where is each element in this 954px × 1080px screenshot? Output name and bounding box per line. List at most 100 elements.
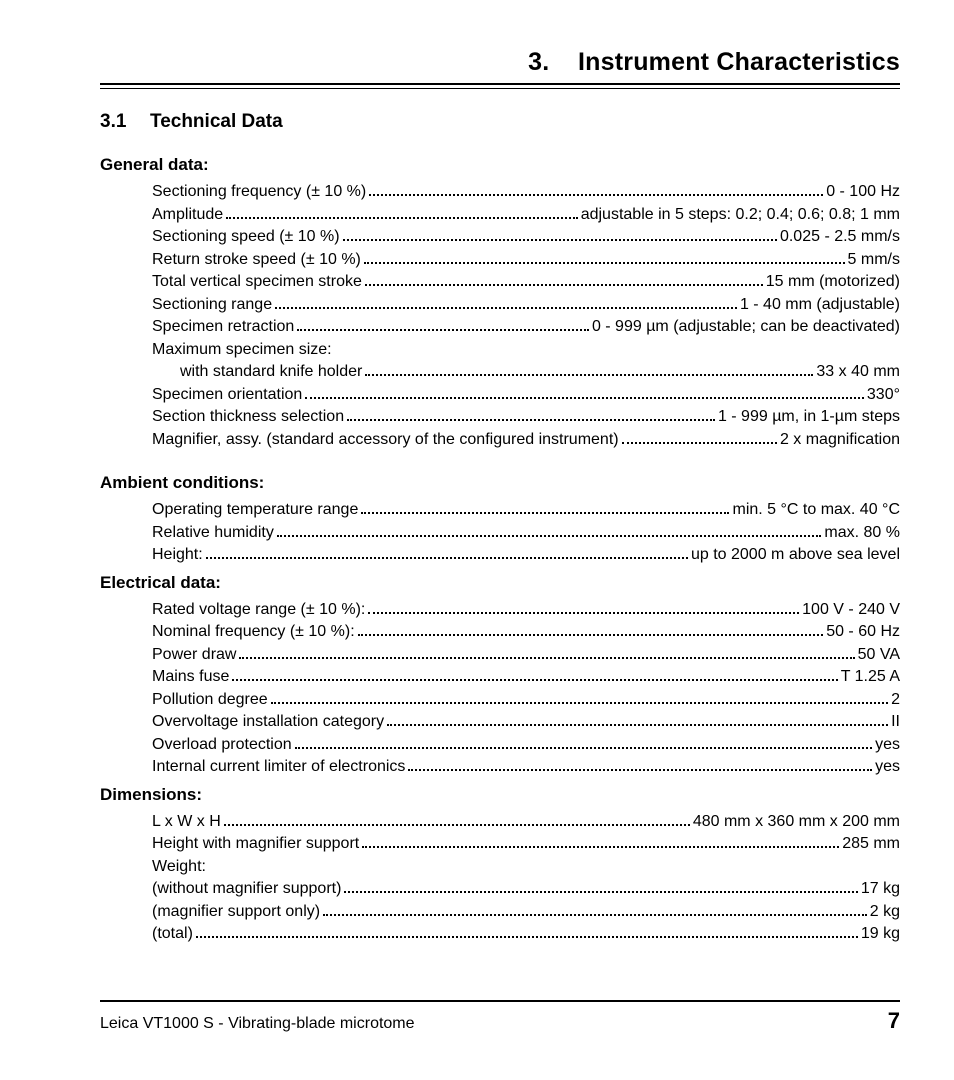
spec-label: Amplitude [152, 204, 223, 227]
spec-label: Nominal frequency (± 10 %): [152, 621, 355, 644]
spec-value: max. 80 % [824, 522, 900, 545]
spec-label: Operating temperature range [152, 499, 358, 522]
page-number: 7 [888, 1008, 900, 1034]
spec-value: yes [875, 734, 900, 757]
spec-row: Total vertical specimen stroke15 mm (mot… [152, 271, 900, 294]
chapter-number: 3. [528, 48, 549, 76]
dot-leader [344, 891, 857, 893]
document-page: 3. Instrument Characteristics 3.1Technic… [0, 0, 954, 1080]
spec-block: Rated voltage range (± 10 %): 100 V - 240… [152, 599, 900, 779]
spec-label: Sectioning range [152, 294, 272, 317]
dot-leader [365, 284, 763, 286]
section-number: 3.1 [100, 111, 150, 133]
spec-label: Rated voltage range (± 10 %): [152, 599, 365, 622]
spec-row: Maximum specimen size: [152, 339, 900, 362]
dot-leader [368, 612, 799, 614]
spec-label: Total vertical specimen stroke [152, 271, 362, 294]
spec-value: 19 kg [861, 923, 900, 946]
spec-row: Nominal frequency (± 10 %): 50 - 60 Hz [152, 621, 900, 644]
spec-row: (total) 19 kg [152, 923, 900, 946]
spec-value: 2 kg [870, 901, 900, 924]
dot-leader [305, 397, 864, 399]
dot-leader [206, 557, 688, 559]
footer-product: Leica VT1000 S - Vibrating-blade microto… [100, 1015, 415, 1033]
spec-value: T 1.25 A [841, 666, 900, 689]
spec-value: 5 mm/s [848, 249, 900, 272]
spec-value: up to 2000 m above sea level [691, 544, 900, 567]
dot-leader [224, 824, 690, 826]
dot-leader [297, 329, 589, 331]
spec-value: min. 5 °C to max. 40 °C [732, 499, 900, 522]
spec-value: 50 - 60 Hz [826, 621, 900, 644]
spec-value: 0 - 100 Hz [826, 181, 900, 204]
dot-leader [239, 657, 854, 659]
spec-row: Specimen retraction0 - 999 µm (adjustabl… [152, 316, 900, 339]
spec-label: Magnifier, assy. (standard accessory of … [152, 429, 619, 452]
page-footer: Leica VT1000 S - Vibrating-blade microto… [100, 1000, 900, 1034]
chapter-name: Instrument Characteristics [578, 48, 900, 76]
spec-label: Sectioning speed (± 10 %) [152, 226, 340, 249]
dot-leader [362, 846, 839, 848]
spec-value: 2 x magnification [780, 429, 900, 452]
dot-leader [271, 702, 888, 704]
dot-leader [361, 512, 729, 514]
spec-row: Height with magnifier support 285 mm [152, 833, 900, 856]
chapter-title: 3. Instrument Characteristics [100, 48, 900, 83]
spec-row: Return stroke speed (± 10 %) 5 mm/s [152, 249, 900, 272]
spec-label: Specimen orientation [152, 384, 302, 407]
dot-leader [196, 936, 858, 938]
spec-row: (without magnifier support)17 kg [152, 878, 900, 901]
spec-value: 330° [867, 384, 900, 407]
spec-row: Pollution degree2 [152, 689, 900, 712]
spec-row: Operating temperature range min. 5 °C to … [152, 499, 900, 522]
dot-leader [295, 747, 872, 749]
spec-value: 2 [891, 689, 900, 712]
section-name: Technical Data [150, 111, 283, 132]
dot-leader [387, 724, 888, 726]
content-area: General data:Sectioning frequency (± 10 … [100, 155, 900, 946]
header-rule [100, 83, 900, 89]
dot-leader [347, 419, 715, 421]
dot-leader [358, 634, 824, 636]
footer-rule [100, 1000, 900, 1002]
spec-value: 50 VA [858, 644, 900, 667]
dot-leader [369, 194, 823, 196]
dot-leader [232, 679, 837, 681]
spec-subheading: Dimensions: [100, 785, 900, 805]
spec-row: Internal current limiter of electronicsy… [152, 756, 900, 779]
spec-label: Section thickness selection [152, 406, 344, 429]
spec-label: Height: [152, 544, 203, 567]
dot-leader [365, 374, 813, 376]
dot-leader [408, 769, 872, 771]
spec-label: Return stroke speed (± 10 %) [152, 249, 361, 272]
section-title: 3.1Technical Data [100, 111, 900, 133]
spec-row: Sectioning speed (± 10 %)0.025 - 2.5 mm/… [152, 226, 900, 249]
spec-value: 480 mm x 360 mm x 200 mm [693, 811, 900, 834]
spec-row: Height: up to 2000 m above sea level [152, 544, 900, 567]
spec-row: Power draw 50 VA [152, 644, 900, 667]
dot-leader [275, 307, 737, 309]
spec-label: Overload protection [152, 734, 292, 757]
dot-leader [323, 914, 867, 916]
spec-row: Overload protection yes [152, 734, 900, 757]
spec-subheading: Electrical data: [100, 573, 900, 593]
dot-leader [622, 442, 777, 444]
spec-value: 1 - 40 mm (adjustable) [740, 294, 900, 317]
spec-label: (total) [152, 923, 193, 946]
spec-row: Relative humidity max. 80 % [152, 522, 900, 545]
spec-row: Specimen orientation 330° [152, 384, 900, 407]
spec-label: Power draw [152, 644, 236, 667]
spec-block: Operating temperature range min. 5 °C to … [152, 499, 900, 567]
spec-label: L x W x H [152, 811, 221, 834]
spec-value: 1 - 999 µm, in 1-µm steps [718, 406, 900, 429]
spec-label: Mains fuse [152, 666, 229, 689]
spec-block: Sectioning frequency (± 10 %)0 - 100 HzA… [152, 181, 900, 451]
spec-value: 285 mm [842, 833, 900, 856]
spec-label: Relative humidity [152, 522, 274, 545]
spec-row: Mains fuse T 1.25 A [152, 666, 900, 689]
spec-value: 100 V - 240 V [802, 599, 900, 622]
dot-leader [277, 535, 822, 537]
dot-leader [364, 262, 845, 264]
spec-row: Rated voltage range (± 10 %): 100 V - 240… [152, 599, 900, 622]
spec-label: Height with magnifier support [152, 833, 359, 856]
